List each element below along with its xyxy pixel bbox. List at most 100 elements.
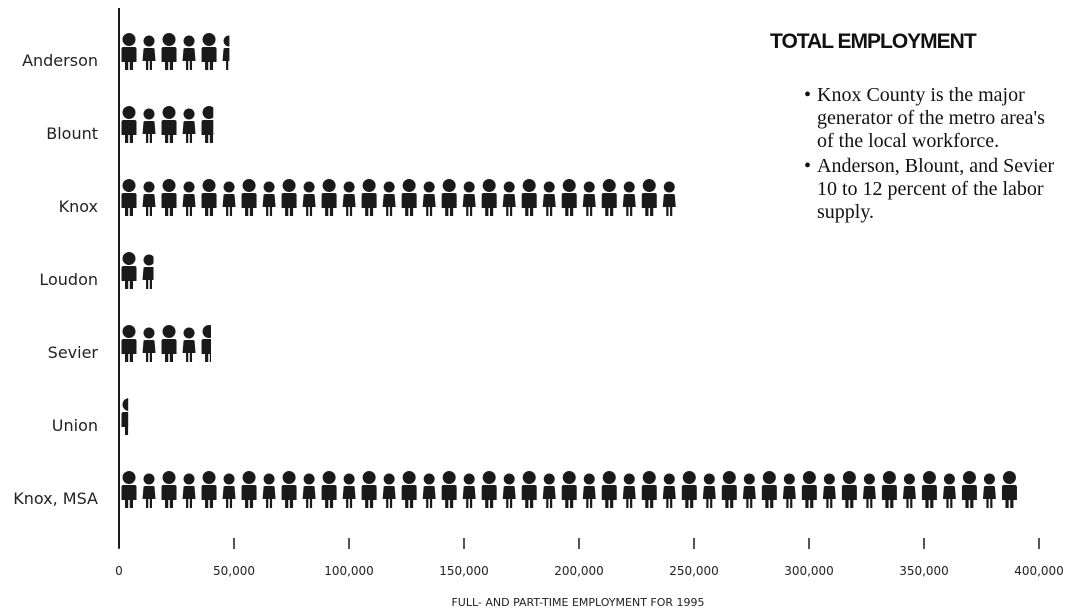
person-icon [401,471,417,508]
person-icon [201,33,217,70]
person-icon [462,181,476,216]
person-icon [142,181,156,216]
person-icon [582,473,596,508]
bullet-line: supply. [817,201,875,223]
person-icon [481,179,497,216]
bullet-item: • Knox County is the major generator of … [804,84,1068,153]
person-icon [502,181,516,216]
person-icon [321,471,337,508]
person-icon [241,179,257,216]
person-icon [441,471,457,508]
person-icon [121,471,137,508]
person-icon [742,473,756,508]
category-label: Blount [46,124,98,143]
bullet-list: • Knox County is the major generator of … [770,84,1068,224]
bullet-item: • Anderson, Blount, and Sevier 10 to 12 … [804,155,1068,224]
person-icon [382,181,396,216]
category-label: Knox [59,197,98,216]
category-label: Anderson [22,51,98,70]
person-icon [121,33,137,70]
person-icon [161,106,177,143]
person-icon [201,106,214,143]
person-icon [302,181,316,216]
person-icon [961,471,977,508]
person-icon [1001,471,1017,508]
person-icon [682,179,697,219]
person-icon [161,179,177,216]
person-icon [862,473,876,508]
category-label: Knox, MSA [13,489,98,508]
person-icon [521,179,537,216]
person-icon [641,471,657,508]
x-tick-label: 400,000 [1014,564,1064,578]
panel-title: TOTAL EMPLOYMENT [770,30,977,53]
person-icon [281,471,297,508]
bar [121,33,230,70]
bullet-line: of the local workforce. [817,130,1000,152]
person-icon [161,33,177,70]
bullet-line: Anderson, Blount, and Sevier [817,155,1055,177]
person-icon [161,325,177,362]
person-icon [942,473,956,508]
bar [121,252,154,289]
bar [121,106,214,143]
person-icon [182,327,196,362]
x-tick-label: 100,000 [324,564,374,578]
person-icon [422,181,436,216]
person-icon [201,179,217,216]
person-icon [321,179,337,216]
person-icon [481,471,497,508]
person-icon [542,473,556,508]
person-icon [801,471,817,508]
person-icon [662,473,676,508]
person-icon [921,471,937,508]
bar [121,398,129,435]
x-tick-label: 300,000 [784,564,834,578]
person-icon [121,325,137,362]
person-icon [142,327,156,362]
person-icon [222,181,236,216]
person-icon [361,471,377,508]
person-icon [182,108,196,143]
category-label: Union [52,416,98,435]
person-icon [161,471,177,508]
person-icon [241,471,257,508]
person-icon [561,179,577,216]
person-icon [601,179,617,216]
person-icon [342,181,356,216]
person-icon [582,181,596,216]
person-icon [702,473,716,508]
person-icon [281,179,297,216]
person-icon [782,473,796,508]
person-icon [201,471,217,508]
person-icon [822,473,836,508]
person-icon [622,473,636,508]
x-tick-label: 0 [115,564,123,578]
person-icon [662,181,676,216]
person-icon [121,106,137,143]
person-icon [441,179,457,216]
person-icon [342,473,356,508]
person-icon [142,108,156,143]
person-icon [422,473,436,508]
bar [121,325,211,362]
x-axis: 0 50,000 100,000 150,000 200,000 250,000 300,0… [115,538,1064,578]
person-icon [761,471,777,508]
x-tick-label: 350,000 [899,564,949,578]
category-label: Loudon [39,270,98,289]
person-icon [361,179,377,216]
bullet-glyph: • [804,84,812,106]
person-icon [841,471,857,508]
person-icon [121,179,137,216]
bar [121,471,1017,508]
bullet-line: generator of the metro area's [817,107,1045,129]
x-tick-label: 150,000 [439,564,489,578]
person-icon [542,181,556,216]
person-icon [401,179,417,216]
person-icon [182,35,196,70]
person-icon [561,471,577,508]
person-icon [182,181,196,216]
person-icon [142,35,156,70]
summary-panel: TOTAL EMPLOYMENT • Knox County is the ma… [770,30,1068,226]
